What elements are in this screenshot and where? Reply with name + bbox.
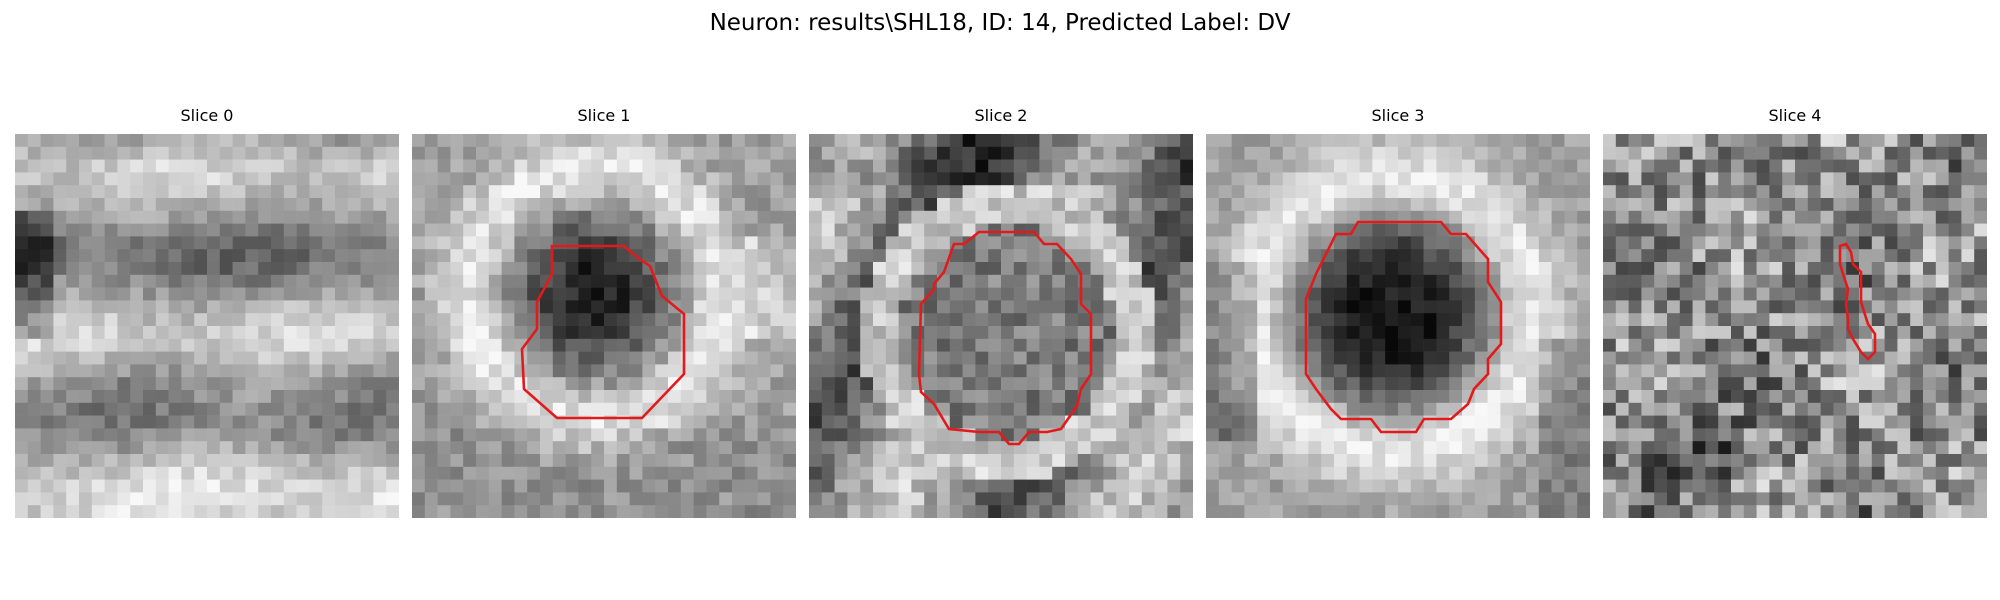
slice-title: Slice 0 bbox=[180, 106, 234, 125]
slice-image bbox=[1206, 134, 1590, 518]
roi-contour bbox=[520, 244, 686, 420]
slice-title: Slice 1 bbox=[577, 106, 631, 125]
figure-title: Neuron: results\SHL18, ID: 14, Predicted… bbox=[709, 10, 1291, 36]
roi-contour bbox=[917, 230, 1093, 446]
slice-title: Slice 4 bbox=[1768, 106, 1822, 125]
slice-image bbox=[15, 134, 399, 518]
slice-image bbox=[809, 134, 1193, 518]
slice-title: Slice 2 bbox=[974, 106, 1028, 125]
roi-contour bbox=[1838, 242, 1877, 361]
slice-title: Slice 3 bbox=[1371, 106, 1425, 125]
slice-image bbox=[1603, 134, 1987, 518]
slice-image bbox=[412, 134, 796, 518]
roi-contour bbox=[1304, 220, 1503, 434]
